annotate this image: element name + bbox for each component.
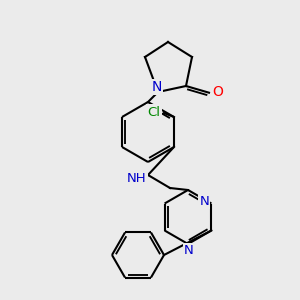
Text: N: N	[184, 244, 194, 257]
Text: NH: NH	[127, 172, 147, 185]
Text: O: O	[213, 85, 224, 99]
Text: Cl: Cl	[148, 106, 160, 118]
Text: N: N	[200, 195, 209, 208]
Text: N: N	[152, 80, 162, 94]
